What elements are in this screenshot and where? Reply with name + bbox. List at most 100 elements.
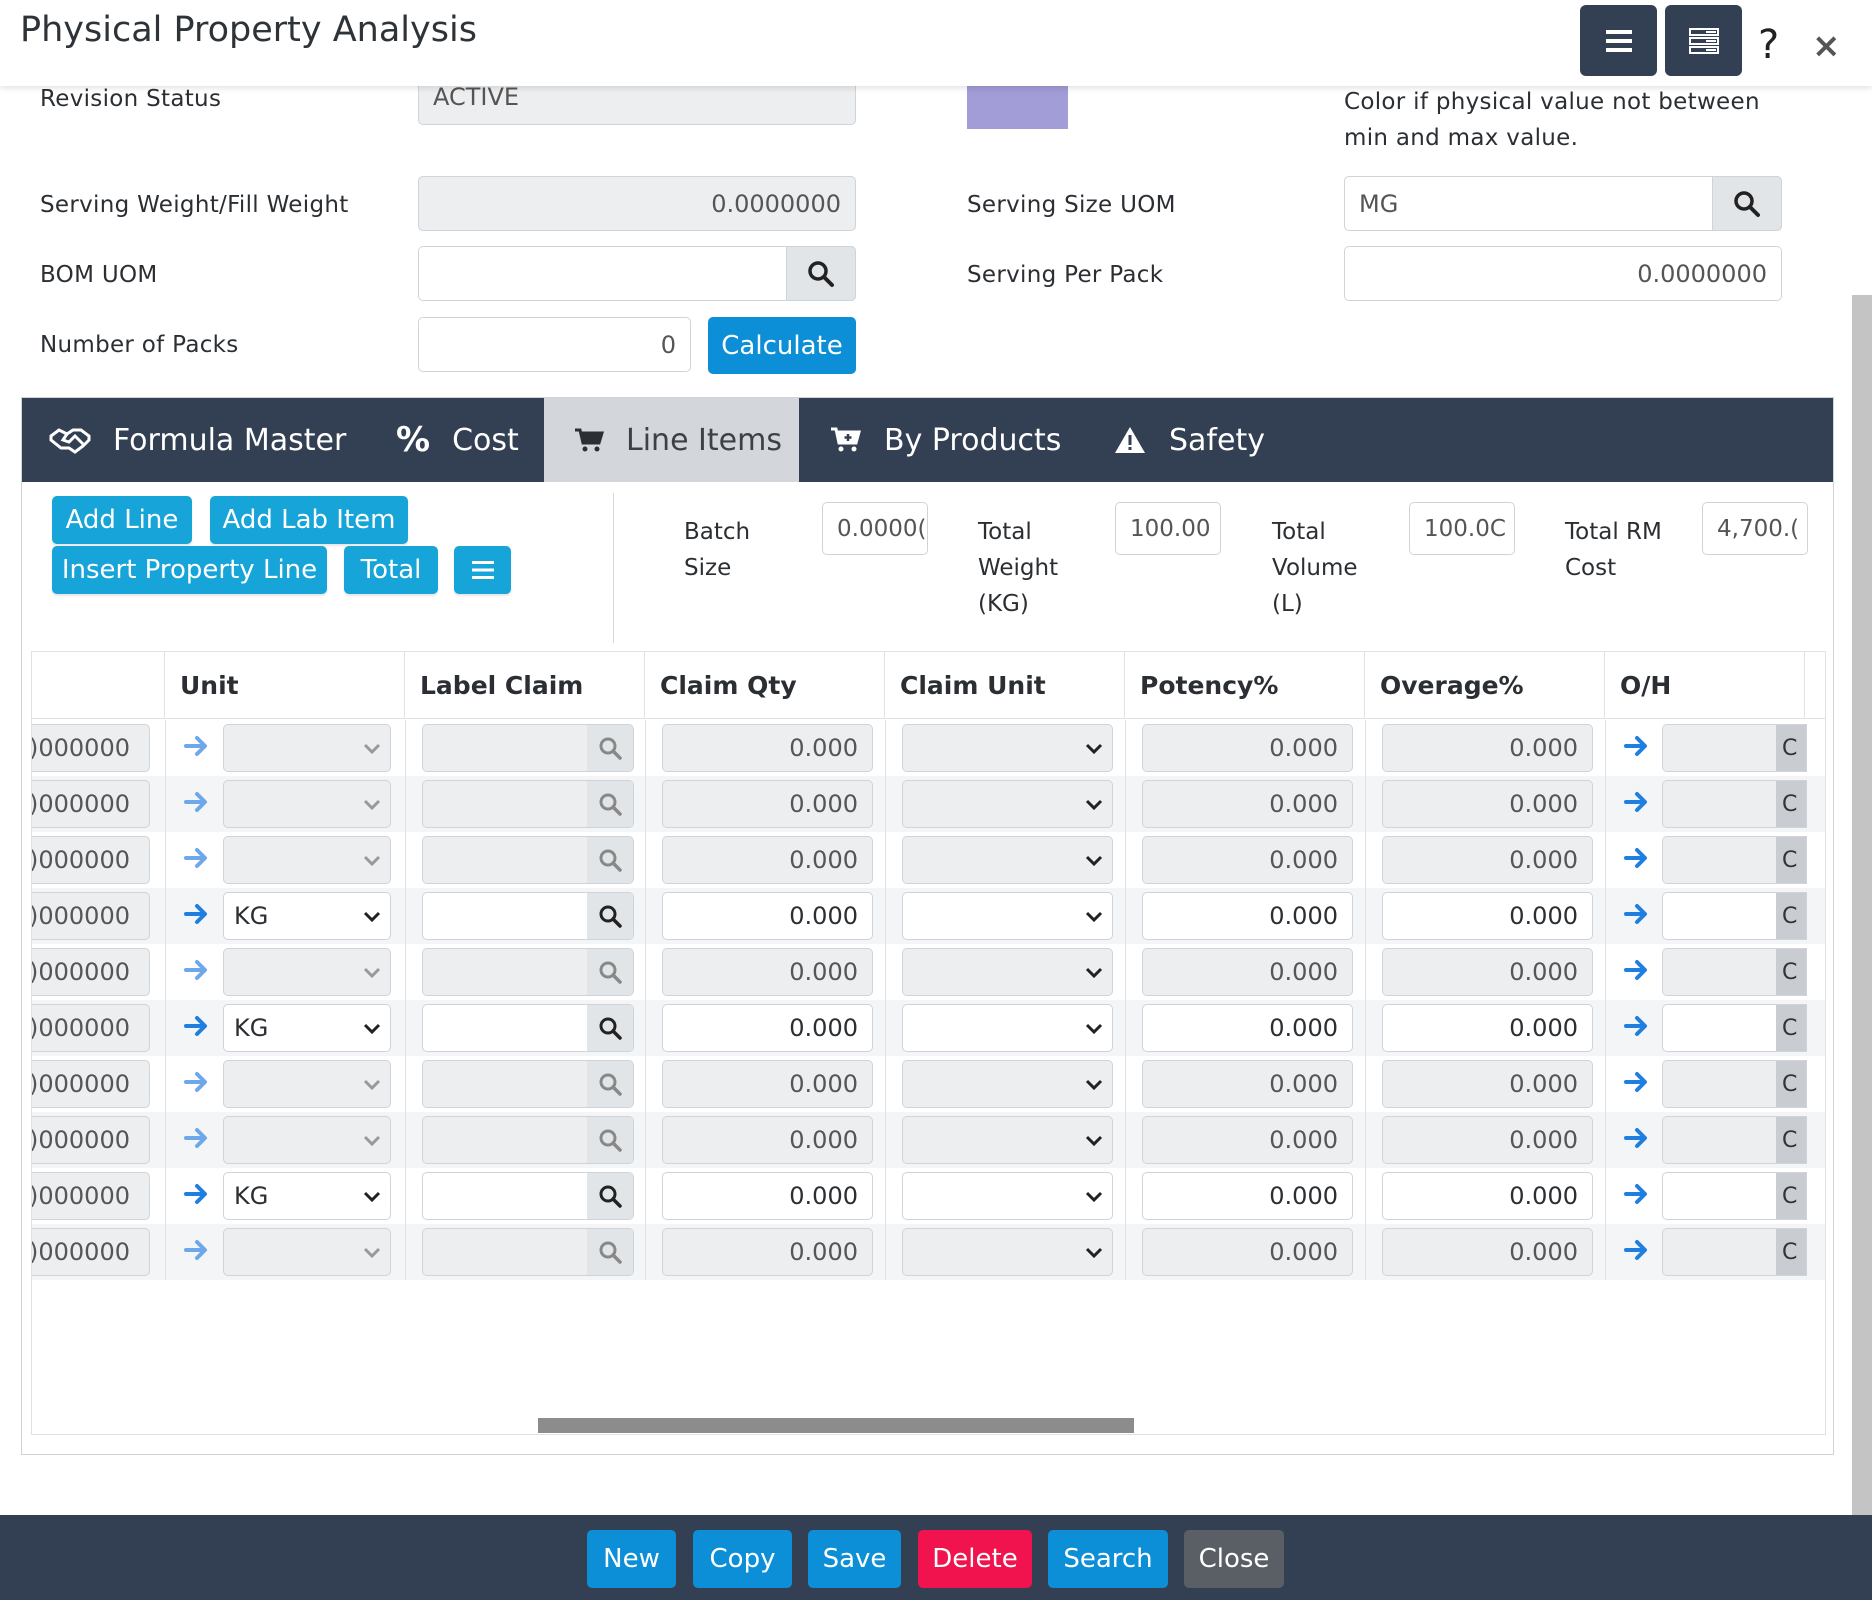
claim-qty-field[interactable]: 0.000 xyxy=(662,1060,873,1108)
tab-cost[interactable]: % Cost xyxy=(396,398,519,482)
serving-per-pack-field[interactable]: 0.0000000 xyxy=(1344,246,1782,301)
label-claim-field[interactable] xyxy=(422,724,634,772)
tab-by-products[interactable]: By Products xyxy=(830,398,1061,482)
horizontal-scrollbar[interactable] xyxy=(538,1418,1134,1433)
unit-select[interactable] xyxy=(223,1116,391,1164)
claim-unit-select[interactable] xyxy=(902,1172,1113,1220)
arrow-right-icon[interactable] xyxy=(184,1238,210,1262)
arrow-right-icon[interactable] xyxy=(1624,902,1650,926)
oh-search-button[interactable]: C xyxy=(1776,725,1806,771)
serving-size-uom-field[interactable]: MG xyxy=(1344,176,1782,231)
total-rm-cost-field[interactable]: 4,700.( xyxy=(1702,502,1808,555)
overage-field[interactable]: 0.000 xyxy=(1382,724,1593,772)
serving-weight-field[interactable]: 0.0000000 xyxy=(418,176,856,231)
tab-safety[interactable]: Safety xyxy=(1113,398,1265,482)
potency-field[interactable]: 0.000 xyxy=(1142,948,1353,996)
potency-field[interactable]: 0.000 xyxy=(1142,892,1353,940)
label-claim-search-button[interactable] xyxy=(587,1117,633,1163)
col-header-overage[interactable]: Overage% xyxy=(1365,652,1605,719)
claim-qty-field[interactable]: 0.000 xyxy=(662,1228,873,1276)
total-volume-field[interactable]: 100.0C xyxy=(1409,502,1515,555)
overage-field[interactable]: 0.000 xyxy=(1382,836,1593,884)
label-claim-search-button[interactable] xyxy=(587,1173,633,1219)
claim-qty-field[interactable]: 0.000 xyxy=(662,836,873,884)
label-claim-field[interactable] xyxy=(422,836,634,884)
oh-search-button[interactable]: C xyxy=(1776,1061,1806,1107)
add-line-button[interactable]: Add Line xyxy=(52,496,192,544)
label-claim-search-button[interactable] xyxy=(587,781,633,827)
potency-field[interactable]: 0.000 xyxy=(1142,1004,1353,1052)
help-button[interactable]: ? xyxy=(1758,22,1780,68)
potency-field[interactable]: 0.000 xyxy=(1142,1172,1353,1220)
number-of-packs-field[interactable]: 0 xyxy=(418,317,691,372)
qty-cell[interactable]: )000000 xyxy=(32,836,150,884)
label-claim-search-button[interactable] xyxy=(587,949,633,995)
oh-search-button[interactable]: C xyxy=(1776,949,1806,995)
qty-cell[interactable]: )000000 xyxy=(32,1228,150,1276)
col-header-claim-unit[interactable]: Claim Unit xyxy=(885,652,1125,719)
qty-cell[interactable]: )000000 xyxy=(32,948,150,996)
oh-search-button[interactable]: C xyxy=(1776,837,1806,883)
label-claim-field[interactable] xyxy=(422,948,634,996)
overage-field[interactable]: 0.000 xyxy=(1382,1004,1593,1052)
oh-field[interactable]: C xyxy=(1662,892,1807,940)
claim-unit-select[interactable] xyxy=(902,724,1113,772)
claim-unit-select[interactable] xyxy=(902,780,1113,828)
arrow-right-icon[interactable] xyxy=(1624,1126,1650,1150)
arrow-right-icon[interactable] xyxy=(184,902,210,926)
label-claim-field[interactable] xyxy=(422,1060,634,1108)
new-button[interactable]: New xyxy=(587,1530,676,1588)
tab-formula-master[interactable]: Formula Master xyxy=(49,398,346,482)
calculate-button[interactable]: Calculate xyxy=(708,317,856,374)
arrow-right-icon[interactable] xyxy=(1624,846,1650,870)
oh-field[interactable]: C xyxy=(1662,836,1807,884)
label-claim-search-button[interactable] xyxy=(587,893,633,939)
bom-uom-field[interactable] xyxy=(418,246,856,301)
qty-cell[interactable]: )000000 xyxy=(32,1060,150,1108)
col-header-qty[interactable] xyxy=(32,652,165,719)
label-claim-search-button[interactable] xyxy=(587,1061,633,1107)
menu-button[interactable] xyxy=(1580,5,1657,76)
overage-field[interactable]: 0.000 xyxy=(1382,1060,1593,1108)
oh-field[interactable]: C xyxy=(1662,724,1807,772)
unit-select[interactable] xyxy=(223,1228,391,1276)
claim-unit-select[interactable] xyxy=(902,836,1113,884)
potency-field[interactable]: 0.000 xyxy=(1142,1116,1353,1164)
arrow-right-icon[interactable] xyxy=(1624,1238,1650,1262)
claim-qty-field[interactable]: 0.000 xyxy=(662,724,873,772)
claim-unit-select[interactable] xyxy=(902,892,1113,940)
overage-field[interactable]: 0.000 xyxy=(1382,1116,1593,1164)
oh-field[interactable]: C xyxy=(1662,1116,1807,1164)
arrow-right-icon[interactable] xyxy=(1624,790,1650,814)
unit-select[interactable] xyxy=(223,836,391,884)
unit-select[interactable] xyxy=(223,724,391,772)
claim-qty-field[interactable]: 0.000 xyxy=(662,892,873,940)
label-claim-field[interactable] xyxy=(422,1116,634,1164)
oh-field[interactable]: C xyxy=(1662,780,1807,828)
overage-field[interactable]: 0.000 xyxy=(1382,1172,1593,1220)
unit-select[interactable] xyxy=(223,1060,391,1108)
label-claim-field[interactable] xyxy=(422,1172,634,1220)
col-header-oh[interactable]: O/H xyxy=(1605,652,1805,719)
oh-field[interactable]: C xyxy=(1662,1228,1807,1276)
arrow-right-icon[interactable] xyxy=(1624,1014,1650,1038)
claim-unit-select[interactable] xyxy=(902,1060,1113,1108)
label-claim-field[interactable] xyxy=(422,1228,634,1276)
potency-field[interactable]: 0.000 xyxy=(1142,1060,1353,1108)
claim-unit-select[interactable] xyxy=(902,1228,1113,1276)
arrow-right-icon[interactable] xyxy=(184,1182,210,1206)
claim-qty-field[interactable]: 0.000 xyxy=(662,1004,873,1052)
arrow-right-icon[interactable] xyxy=(184,734,210,758)
label-claim-search-button[interactable] xyxy=(587,725,633,771)
save-button[interactable]: Save xyxy=(808,1530,901,1588)
vertical-scrollbar[interactable] xyxy=(1852,295,1872,1515)
qty-cell[interactable]: )000000 xyxy=(32,1116,150,1164)
unit-select[interactable] xyxy=(223,780,391,828)
total-button[interactable]: Total xyxy=(344,546,438,594)
delete-button[interactable]: Delete xyxy=(918,1530,1032,1588)
unit-select[interactable]: KG xyxy=(223,1172,391,1220)
arrow-right-icon[interactable] xyxy=(184,1126,210,1150)
search-button[interactable]: Search xyxy=(1048,1530,1168,1588)
close-button[interactable]: Close xyxy=(1184,1530,1284,1588)
overage-field[interactable]: 0.000 xyxy=(1382,1228,1593,1276)
